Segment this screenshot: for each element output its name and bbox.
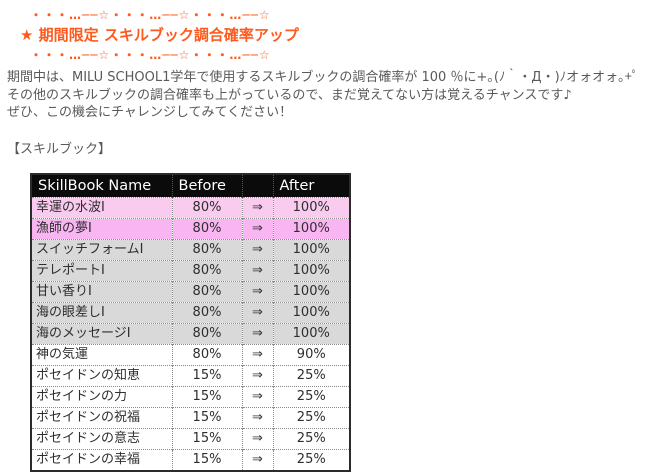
before-cell: 15% bbox=[172, 364, 243, 386]
skillbook-name-cell: ポセイドンの知恵 bbox=[31, 364, 173, 386]
before-cell: 80% bbox=[172, 322, 243, 344]
column-header-before: Before bbox=[172, 173, 243, 197]
skillbook-name-cell: ポセイドンの幸福 bbox=[31, 448, 173, 471]
column-header-name: SkillBook Name bbox=[31, 173, 173, 197]
arrow-right-icon: ⇒ bbox=[242, 322, 274, 344]
section-label: 【スキルブック】 bbox=[7, 141, 112, 157]
before-cell: 80% bbox=[172, 259, 243, 281]
after-cell: 25% bbox=[273, 406, 350, 428]
table-row: 海のメッセージⅠ 80% ⇒ 100% bbox=[31, 322, 350, 344]
arrow-right-icon: ⇒ bbox=[242, 217, 274, 239]
skillbook-name-cell: ポセイドンの意志 bbox=[31, 427, 173, 449]
arrow-right-icon: ⇒ bbox=[242, 301, 274, 323]
after-cell: 25% bbox=[273, 427, 350, 449]
after-cell: 100% bbox=[273, 322, 350, 344]
notice-body-line: 期間中は、MILU SCHOOL1学年で使用するスキルブックの調合確率が 100… bbox=[7, 70, 639, 85]
arrow-right-icon: ⇒ bbox=[242, 427, 274, 449]
after-cell: 90% bbox=[273, 343, 350, 365]
skillbook-name-cell: ポセイドンの力 bbox=[31, 385, 173, 407]
after-cell: 100% bbox=[273, 301, 350, 323]
before-cell: 15% bbox=[172, 385, 243, 407]
skillbook-name-cell: 海の眼差しⅠ bbox=[31, 301, 173, 323]
arrow-right-icon: ⇒ bbox=[242, 196, 274, 218]
arrow-right-icon: ⇒ bbox=[242, 259, 274, 281]
notice-body-line: その他のスキルブックの調合確率も上がっているので、まだ覚えてない方は覚えるチャン… bbox=[7, 87, 572, 103]
before-cell: 80% bbox=[172, 280, 243, 302]
skillbook-table: SkillBook Name Before After 幸運の水波Ⅰ 80% ⇒… bbox=[30, 172, 351, 472]
after-cell: 100% bbox=[273, 259, 350, 281]
table-row: 甘い香りⅠ 80% ⇒ 100% bbox=[31, 280, 350, 302]
table-row: テレポートⅠ 80% ⇒ 100% bbox=[31, 259, 350, 281]
column-header-after: After bbox=[273, 173, 350, 197]
table-row: 神の気運 80% ⇒ 90% bbox=[31, 343, 350, 365]
before-cell: 80% bbox=[172, 217, 243, 239]
decorative-star-divider-top: ・・・…──☆・・・…──☆・・・…──☆ bbox=[30, 8, 271, 22]
skillbook-name-cell: 幸運の水波Ⅰ bbox=[31, 196, 173, 218]
arrow-right-icon: ⇒ bbox=[242, 238, 274, 260]
notice-body: 期間中は、MILU SCHOOL1学年で使用するスキルブックの調合確率が 100… bbox=[7, 69, 655, 122]
table-row: ポセイドンの知恵 15% ⇒ 25% bbox=[31, 364, 350, 386]
page-title: ★ 期間限定 スキルブック調合確率アップ bbox=[20, 26, 299, 44]
table-row: スイッチフォームⅠ 80% ⇒ 100% bbox=[31, 238, 350, 260]
before-cell: 15% bbox=[172, 406, 243, 428]
skillbook-name-cell: テレポートⅠ bbox=[31, 259, 173, 281]
table-row: ポセイドンの幸福 15% ⇒ 25% bbox=[31, 448, 350, 471]
column-header-arrow bbox=[242, 173, 274, 197]
arrow-right-icon: ⇒ bbox=[242, 385, 274, 407]
decorative-star-divider-bottom: ・・・…──☆・・・…──☆・・・…──☆ bbox=[30, 48, 271, 62]
before-cell: 80% bbox=[172, 238, 243, 260]
after-cell: 100% bbox=[273, 238, 350, 260]
table-row: ポセイドンの意志 15% ⇒ 25% bbox=[31, 427, 350, 449]
skillbook-name-cell: スイッチフォームⅠ bbox=[31, 238, 173, 260]
skillbook-name-cell: ポセイドンの祝福 bbox=[31, 406, 173, 428]
before-cell: 80% bbox=[172, 343, 243, 365]
arrow-right-icon: ⇒ bbox=[242, 406, 274, 428]
before-cell: 80% bbox=[172, 301, 243, 323]
after-cell: 100% bbox=[273, 196, 350, 218]
after-cell: 25% bbox=[273, 448, 350, 471]
skillbook-name-cell: 神の気運 bbox=[31, 343, 173, 365]
table-row: 漁師の夢Ⅰ 80% ⇒ 100% bbox=[31, 217, 350, 239]
arrow-right-icon: ⇒ bbox=[242, 448, 274, 471]
after-cell: 100% bbox=[273, 280, 350, 302]
skillbook-name-cell: 海のメッセージⅠ bbox=[31, 322, 173, 344]
skillbook-name-cell: 漁師の夢Ⅰ bbox=[31, 217, 173, 239]
after-cell: 25% bbox=[273, 364, 350, 386]
before-cell: 15% bbox=[172, 448, 243, 471]
table-row: ポセイドンの力 15% ⇒ 25% bbox=[31, 385, 350, 407]
table-row: 幸運の水波Ⅰ 80% ⇒ 100% bbox=[31, 196, 350, 218]
after-cell: 100% bbox=[273, 217, 350, 239]
arrow-right-icon: ⇒ bbox=[242, 343, 274, 365]
arrow-right-icon: ⇒ bbox=[242, 280, 274, 302]
table-row: ポセイドンの祝福 15% ⇒ 25% bbox=[31, 406, 350, 428]
table-row: 海の眼差しⅠ 80% ⇒ 100% bbox=[31, 301, 350, 323]
before-cell: 80% bbox=[172, 196, 243, 218]
table-header-row: SkillBook Name Before After bbox=[31, 173, 350, 197]
after-cell: 25% bbox=[273, 385, 350, 407]
before-cell: 15% bbox=[172, 427, 243, 449]
notice-body-line: ぜひ、この機会にチャレンジしてみてください！ bbox=[7, 105, 293, 120]
arrow-right-icon: ⇒ bbox=[242, 364, 274, 386]
skillbook-name-cell: 甘い香りⅠ bbox=[31, 280, 173, 302]
